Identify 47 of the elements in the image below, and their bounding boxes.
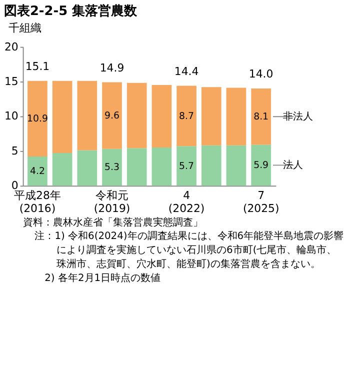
y-axis-title: 千組織 (8, 21, 42, 34)
data-label: 8.1 (254, 112, 269, 123)
bar (126, 82, 147, 148)
bar (251, 144, 271, 186)
bar (126, 148, 147, 186)
y-tick-label: 20 (4, 40, 18, 54)
bar (251, 88, 271, 145)
data-label: 10.9 (26, 114, 48, 125)
series-label: 法人 (282, 159, 303, 172)
y-tick-label: 5 (11, 144, 18, 158)
x-tick-label: 令和元 (2019) (94, 189, 130, 215)
data-label: 4.2 (30, 166, 45, 178)
data-label: 8.7 (179, 110, 194, 122)
data-label: 5.9 (254, 160, 269, 172)
data-label: 5.7 (179, 160, 194, 172)
bar (77, 80, 98, 150)
bar (28, 80, 48, 157)
bar (28, 156, 48, 186)
total-label: 15.1 (25, 60, 50, 73)
total-label: 14.0 (248, 68, 274, 81)
series-label: 非法人 (282, 110, 313, 123)
bar (201, 145, 222, 186)
bar (152, 147, 172, 186)
data-label: 5.3 (104, 162, 120, 174)
bar (102, 82, 122, 149)
total-label: 14.4 (174, 64, 199, 78)
y-tick-label: 10 (4, 110, 18, 123)
text: 注：1) 令和6(2024)年の調査結果には、令和6年能登半島地震の影響により調査を実施していない石川県の6市町(七尾市、輪島市、珠洲市、志賀町、穴水町、能登町)の集落営農を含まない。 (34, 230, 344, 270)
bar (152, 84, 172, 148)
text: 資料：農林水産省「集落営農実態調査」 (22, 216, 203, 228)
text: 2) 各年2月1日時点の数値 (44, 272, 161, 284)
bar (176, 146, 196, 186)
bar (102, 148, 122, 186)
data-label: 9.6 (104, 110, 120, 122)
total-label: 14.9 (100, 61, 124, 74)
bar (226, 145, 246, 186)
bar (52, 153, 72, 186)
bar (226, 88, 246, 146)
bar (52, 80, 72, 154)
bar (201, 87, 222, 146)
x-tick-label: 4 (2022) (168, 189, 205, 215)
x-tick-label: 平成28年 (2016) (14, 189, 61, 215)
y-tick-label: 15 (4, 74, 18, 88)
bar (176, 86, 196, 146)
bar (77, 150, 98, 186)
chart-title: 図表2-2-5 集落営農数 (4, 3, 138, 20)
x-tick-label: 7 (2025) (242, 189, 280, 215)
